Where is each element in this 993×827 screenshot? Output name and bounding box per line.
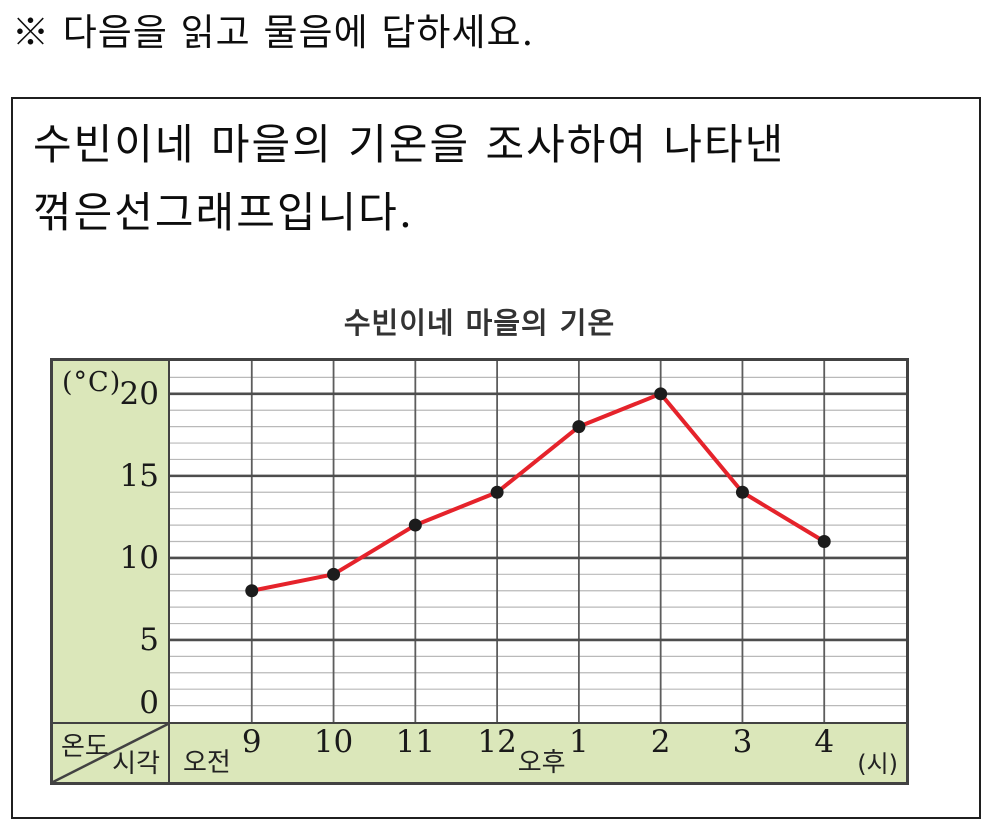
data-point <box>408 518 422 532</box>
y-tick-label: 5 <box>139 622 159 658</box>
y-tick-label: 20 <box>119 376 159 412</box>
y-tick-label: 0 <box>139 685 159 721</box>
data-point <box>817 535 831 548</box>
x-tick-label: 1 <box>569 724 589 760</box>
y-tick-label: 15 <box>119 458 159 494</box>
pm-label: 오후 <box>517 748 566 778</box>
corner-row-label: 온도 <box>61 732 109 762</box>
data-point <box>327 567 341 581</box>
line-chart-svg <box>170 361 906 722</box>
x-tick-label: 10 <box>313 724 354 760</box>
am-label: 오전 <box>183 748 231 778</box>
problem-statement: 수빈이네 마을의 기온을 조사하여 나타낸 꺾은선그래프입니다. <box>33 111 785 247</box>
x-axis-unit-label: (시) <box>857 750 898 778</box>
data-point <box>245 584 259 598</box>
corner-col-label: 시각 <box>112 749 160 779</box>
x-tick-label: 2 <box>650 724 671 760</box>
x-tick-label: 11 <box>395 724 436 760</box>
corner-cell: 온도 시각 <box>53 724 168 782</box>
temperature-line-chart: (°C) 0 5 10 15 20 온도 시각 오전 오후 (시) 9 10 11 12 1 2 3… <box>50 358 909 785</box>
y-tick-label: 10 <box>119 540 159 576</box>
data-point <box>490 485 504 499</box>
data-point <box>735 485 749 499</box>
x-axis: 오전 오후 (시) 9 10 11 12 1 2 3 4 <box>170 724 906 782</box>
instruction-text: ※ 다음을 읽고 물음에 답하세요. <box>12 11 535 54</box>
temperature-line <box>249 391 827 593</box>
problem-line-2: 꺾은선그래프입니다. <box>33 188 415 237</box>
x-tick-label: 9 <box>241 724 262 760</box>
y-axis: (°C) 0 5 10 15 20 <box>53 361 168 722</box>
x-tick-label: 3 <box>732 724 753 760</box>
diagonal-divider <box>53 724 168 782</box>
plot-area <box>170 361 906 722</box>
y-axis-unit-label: (°C) <box>62 367 122 398</box>
problem-box: 수빈이네 마을의 기온을 조사하여 나타낸 꺾은선그래프입니다. 수빈이네 마을… <box>11 97 981 819</box>
chart-title: 수빈이네 마을의 기온 <box>343 306 616 340</box>
x-tick-label: 12 <box>477 724 517 760</box>
problem-line-1: 수빈이네 마을의 기온을 조사하여 나타낸 <box>33 120 786 169</box>
x-tick-label: 4 <box>814 724 835 760</box>
data-point <box>654 387 668 401</box>
data-point <box>572 420 586 434</box>
